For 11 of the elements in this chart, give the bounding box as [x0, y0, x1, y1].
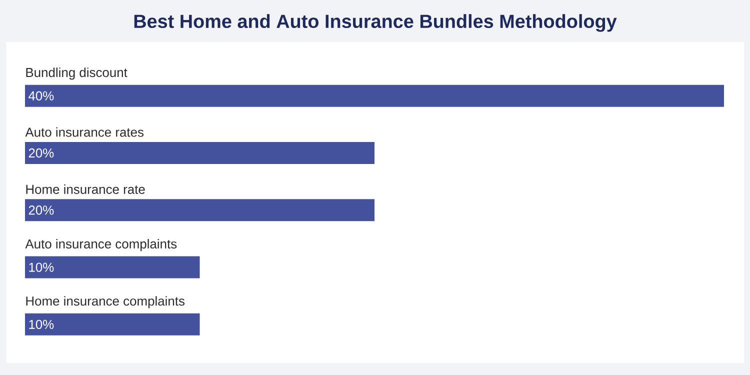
chart-title: Best Home and Auto Insurance Bundles Methodology	[134, 14, 617, 32]
data-label: 20%	[28, 206, 54, 215]
y-tick-label: Auto insurance complaints	[25, 239, 177, 252]
data-label: 40%	[28, 91, 54, 100]
data-label: 10%	[29, 320, 54, 330]
y-tick-label: Home insurance rate	[26, 184, 145, 194]
data-label: 20%	[28, 148, 54, 158]
y-tick-label: Bundling discount	[26, 68, 128, 80]
y-tick-label: Home insurance complaints	[26, 296, 185, 308]
y-tick-label: Auto insurance rates	[25, 127, 144, 137]
data-label: 10%	[29, 262, 54, 272]
